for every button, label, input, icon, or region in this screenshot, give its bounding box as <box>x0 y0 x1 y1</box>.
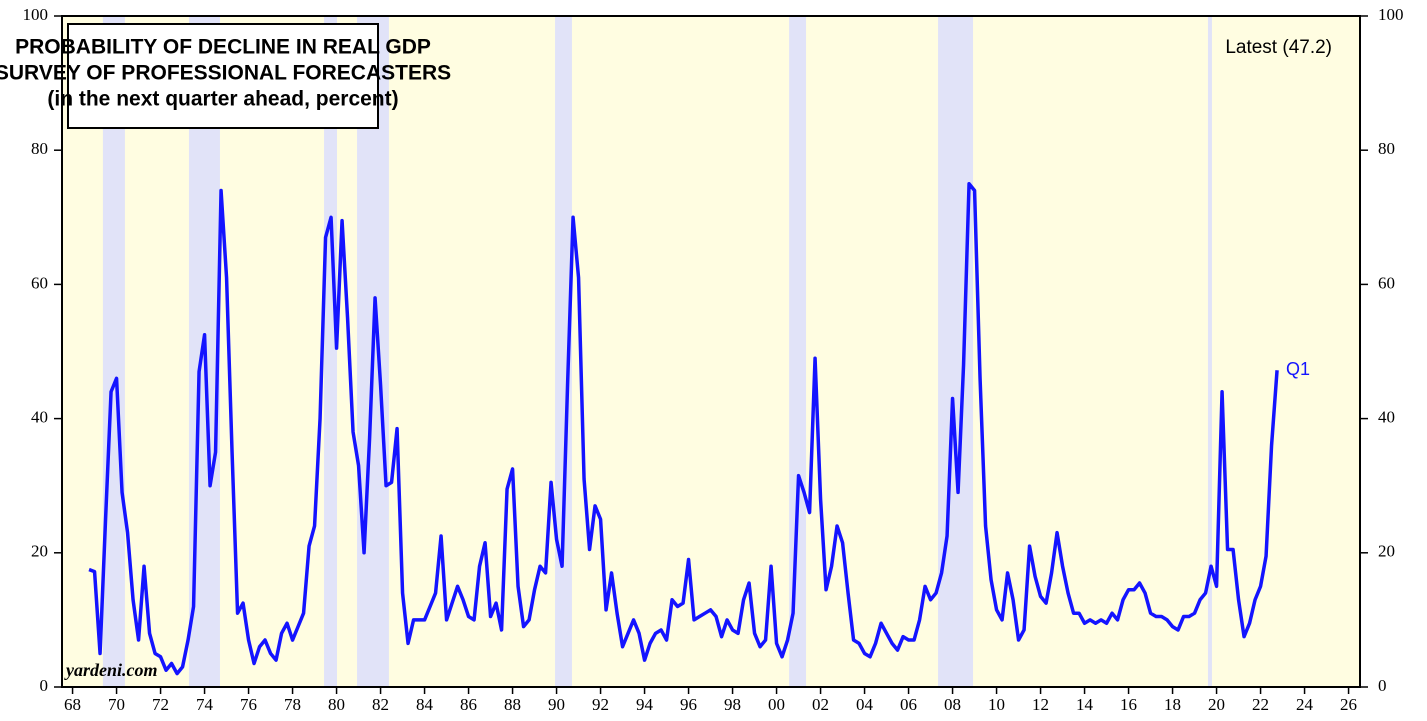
source: yardeni.com <box>64 660 158 680</box>
x-tick-label: 84 <box>416 695 434 714</box>
x-tick-label: 12 <box>1032 695 1049 714</box>
y2-tick-label: 60 <box>1378 273 1395 292</box>
x-tick-label: 90 <box>548 695 565 714</box>
x-tick-label: 86 <box>460 695 477 714</box>
x-tick-label: 08 <box>944 695 961 714</box>
recession-shades <box>102 16 1212 687</box>
x-tick-label: 26 <box>1340 695 1357 714</box>
x-tick-label: 04 <box>856 695 874 714</box>
x-tick-label: 80 <box>328 695 345 714</box>
y-tick-label: 0 <box>40 676 49 695</box>
x-tick-label: 22 <box>1252 695 1269 714</box>
last-point-label: Q1 <box>1286 359 1310 379</box>
x-tick-label: 98 <box>724 695 741 714</box>
x-tick-label: 10 <box>988 695 1005 714</box>
series-lines <box>88 182 1279 676</box>
x-tick-label: 74 <box>196 695 214 714</box>
series-line <box>88 182 1279 676</box>
x-tick-label: 70 <box>108 695 125 714</box>
chart-subtitle: (in the next quarter ahead, percent) <box>47 88 398 111</box>
title-box <box>67 23 379 129</box>
recession-band <box>1207 16 1212 687</box>
recession-band <box>938 16 974 687</box>
plot-frame <box>61 15 1361 688</box>
x-tick-label: 82 <box>372 695 389 714</box>
recession-band <box>102 16 125 687</box>
latest-annotation: Latest (47.2) <box>1225 37 1332 58</box>
y2-tick-label: 20 <box>1378 542 1395 561</box>
y-tick-label: 40 <box>31 408 48 427</box>
y2-tick-label: 100 <box>1378 5 1404 24</box>
y-tick-label: 60 <box>31 273 48 292</box>
x-tick-label: 96 <box>680 695 697 714</box>
x-tick-label: 94 <box>636 695 654 714</box>
x-tick-label: 72 <box>152 695 169 714</box>
x-tick-label: 14 <box>1076 695 1094 714</box>
x-tick-label: 92 <box>592 695 609 714</box>
x-tick-label: 88 <box>504 695 521 714</box>
x-tick-label: 78 <box>284 695 301 714</box>
x-tick-label: 02 <box>812 695 829 714</box>
recession-band <box>555 16 572 687</box>
y2-tick-label: 0 <box>1378 676 1387 695</box>
x-tick-label: 18 <box>1164 695 1181 714</box>
chart-title: PROBABILITY OF DECLINE IN REAL GDP <box>15 36 431 59</box>
y2-tick-label: 80 <box>1378 139 1395 158</box>
recession-band <box>324 16 337 687</box>
x-tick-label: 00 <box>768 695 785 714</box>
x-tick-label: 24 <box>1296 695 1314 714</box>
x-tick-label: 06 <box>900 695 917 714</box>
y-tick-label: 20 <box>31 542 48 561</box>
chart-subtitle: SURVEY OF PROFESSIONAL FORECASTERS <box>0 62 451 85</box>
x-tick-label: 68 <box>64 695 81 714</box>
recession-band <box>789 16 807 687</box>
y-tick-label: 80 <box>31 139 48 158</box>
x-tick-label: 76 <box>240 695 257 714</box>
y-tick-label: 100 <box>23 5 49 24</box>
x-tick-label: 16 <box>1120 695 1137 714</box>
y2-tick-label: 40 <box>1378 408 1395 427</box>
x-tick-label: 20 <box>1208 695 1225 714</box>
